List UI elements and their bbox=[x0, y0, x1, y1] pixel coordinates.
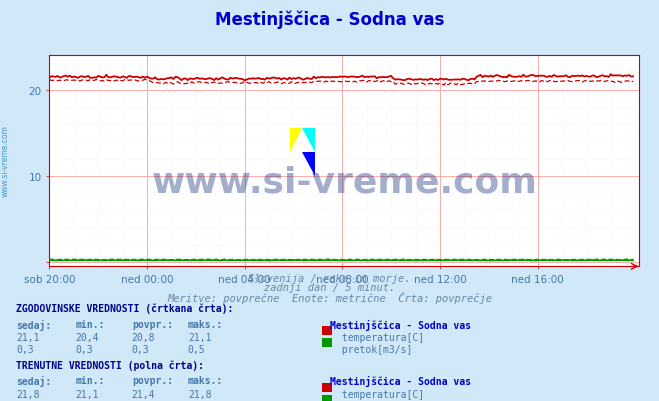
Polygon shape bbox=[302, 128, 315, 152]
Text: 0,3: 0,3 bbox=[16, 344, 34, 354]
Text: 21,1: 21,1 bbox=[188, 332, 212, 342]
Text: zadnji dan / 5 minut.: zadnji dan / 5 minut. bbox=[264, 282, 395, 292]
Text: Mestinjščica - Sodna vas: Mestinjščica - Sodna vas bbox=[330, 375, 471, 386]
Text: TRENUTNE VREDNOSTI (polna črta):: TRENUTNE VREDNOSTI (polna črta): bbox=[16, 359, 204, 370]
Text: 21,8: 21,8 bbox=[188, 389, 212, 399]
Text: maks.:: maks.: bbox=[188, 319, 223, 329]
Text: min.:: min.: bbox=[76, 375, 105, 385]
Text: temperatura[C]: temperatura[C] bbox=[336, 332, 424, 342]
Text: Mestinjščica - Sodna vas: Mestinjščica - Sodna vas bbox=[215, 10, 444, 28]
Text: www.si-vreme.com: www.si-vreme.com bbox=[1, 125, 10, 196]
Text: Slovenija / reke in morje.: Slovenija / reke in morje. bbox=[248, 273, 411, 284]
Text: povpr.:: povpr.: bbox=[132, 375, 173, 385]
Polygon shape bbox=[290, 128, 302, 152]
Text: 21,4: 21,4 bbox=[132, 389, 156, 399]
Text: min.:: min.: bbox=[76, 319, 105, 329]
Text: maks.:: maks.: bbox=[188, 375, 223, 385]
Text: 0,3: 0,3 bbox=[76, 344, 94, 354]
Polygon shape bbox=[302, 152, 315, 176]
Text: povpr.:: povpr.: bbox=[132, 319, 173, 329]
Text: pretok[m3/s]: pretok[m3/s] bbox=[336, 344, 413, 354]
Text: 20,4: 20,4 bbox=[76, 332, 100, 342]
Text: Mestinjščica - Sodna vas: Mestinjščica - Sodna vas bbox=[330, 319, 471, 330]
Text: ZGODOVINSKE VREDNOSTI (črtkana črta):: ZGODOVINSKE VREDNOSTI (črtkana črta): bbox=[16, 303, 234, 313]
Text: 20,8: 20,8 bbox=[132, 332, 156, 342]
Text: sedaj:: sedaj: bbox=[16, 375, 51, 386]
Text: sedaj:: sedaj: bbox=[16, 319, 51, 330]
Text: 21,8: 21,8 bbox=[16, 389, 40, 399]
Text: Meritve: povprečne  Enote: metrične  Črta: povprečje: Meritve: povprečne Enote: metrične Črta:… bbox=[167, 291, 492, 303]
Text: 21,1: 21,1 bbox=[16, 332, 40, 342]
Text: temperatura[C]: temperatura[C] bbox=[336, 389, 424, 399]
Text: 0,5: 0,5 bbox=[188, 344, 206, 354]
Text: www.si-vreme.com: www.si-vreme.com bbox=[152, 166, 537, 199]
Text: 21,1: 21,1 bbox=[76, 389, 100, 399]
Text: 0,3: 0,3 bbox=[132, 344, 150, 354]
